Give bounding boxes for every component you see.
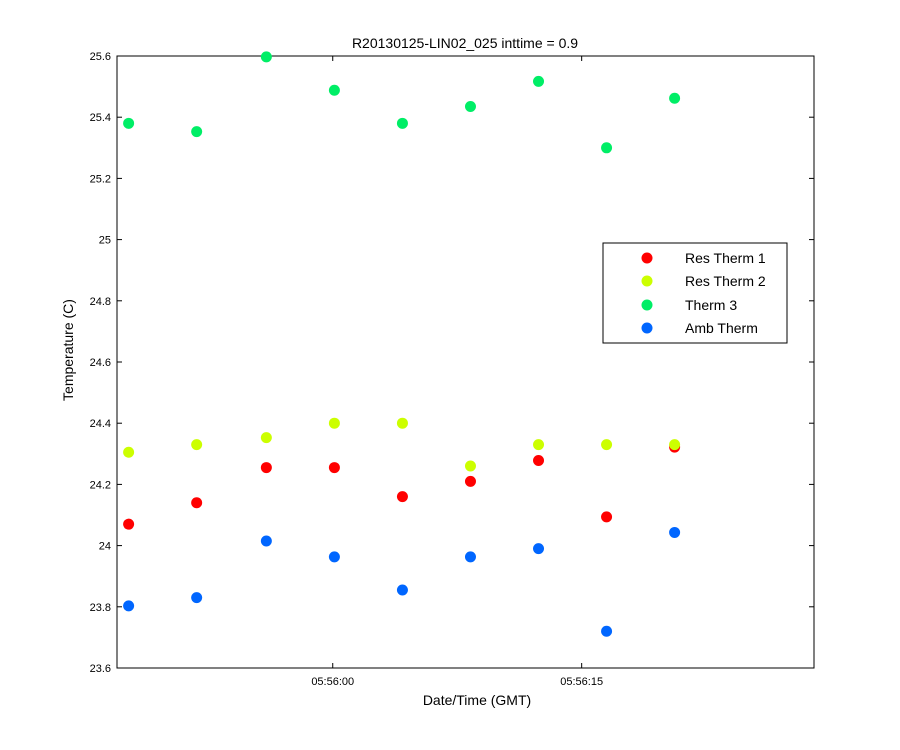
point-res-therm-2 <box>601 439 613 451</box>
y-tick-label: 23.8 <box>90 602 111 614</box>
y-tick-label: 24.8 <box>90 296 111 308</box>
y-tick-label: 25.4 <box>90 112 111 124</box>
legend-label-res-therm-2: Res Therm 2 <box>685 273 766 289</box>
legend-box <box>602 242 788 344</box>
y-tick-label: 24.4 <box>90 418 111 430</box>
x-tick-label: 05:56:15 <box>560 676 603 688</box>
point-therm-3 <box>328 84 340 96</box>
legend-marker-res-therm-2 <box>641 275 653 287</box>
data-points <box>123 51 681 637</box>
y-tick-label: 25.6 <box>90 51 111 63</box>
point-res-therm-2 <box>396 417 408 429</box>
point-res-therm-1 <box>533 455 545 467</box>
point-res-therm-2 <box>191 439 203 451</box>
point-amb-therm <box>601 625 613 637</box>
point-res-therm-2 <box>533 439 545 451</box>
y-tick-label: 23.6 <box>90 663 111 675</box>
x-axis: 05:56:00 05:56:15 <box>311 56 603 688</box>
y-tick-label: 25.2 <box>90 173 111 185</box>
point-res-therm-1 <box>191 497 203 509</box>
point-res-therm-2 <box>123 446 135 458</box>
x-axis-label: Date/Time (GMT) <box>423 692 531 708</box>
legend-marker-amb-therm <box>641 322 653 334</box>
point-amb-therm <box>328 551 340 563</box>
point-res-therm-1 <box>464 475 476 487</box>
legend-label-res-therm-1: Res Therm 1 <box>685 250 766 266</box>
x-tick-label: 05:56:00 <box>311 676 354 688</box>
point-amb-therm <box>123 600 135 612</box>
plot-area <box>116 55 815 669</box>
point-res-therm-1 <box>123 518 135 530</box>
y-axis: 23.6 23.8 24 24.2 24.4 24.6 24.8 25 25.2 25.4 25.6 <box>90 51 814 675</box>
point-amb-therm <box>396 584 408 596</box>
point-res-therm-2 <box>260 432 272 444</box>
point-res-therm-2 <box>464 460 476 472</box>
point-therm-3 <box>396 117 408 129</box>
point-therm-3 <box>260 51 272 63</box>
legend-marker-therm-3 <box>641 299 653 311</box>
point-amb-therm <box>464 551 476 563</box>
legend-label-therm-3: Therm 3 <box>685 297 737 313</box>
legend: Res Therm 1 Res Therm 2 Therm 3 Amb Ther… <box>602 242 788 344</box>
legend-label-amb-therm: Amb Therm <box>685 320 758 336</box>
point-res-therm-2 <box>328 417 340 429</box>
point-therm-3 <box>601 142 613 154</box>
point-amb-therm <box>669 526 681 538</box>
chart-title: R20130125-LIN02_025 inttime = 0.9 <box>352 35 578 51</box>
point-res-therm-1 <box>396 491 408 503</box>
point-res-therm-2 <box>669 439 681 451</box>
point-therm-3 <box>191 126 203 138</box>
point-amb-therm <box>260 535 272 547</box>
point-therm-3 <box>464 100 476 112</box>
point-res-therm-1 <box>601 511 613 523</box>
point-therm-3 <box>123 117 135 129</box>
y-tick-label: 25 <box>99 235 111 247</box>
point-amb-therm <box>191 592 203 604</box>
y-axis-label: Temperature (C) <box>60 299 76 401</box>
point-therm-3 <box>669 92 681 104</box>
point-res-therm-1 <box>328 462 340 474</box>
point-res-therm-1 <box>260 462 272 474</box>
point-therm-3 <box>533 75 545 87</box>
legend-marker-res-therm-1 <box>641 252 653 264</box>
point-amb-therm <box>533 543 545 555</box>
y-tick-label: 24 <box>99 541 111 553</box>
y-tick-label: 24.2 <box>90 479 111 491</box>
y-tick-label: 24.6 <box>90 357 111 369</box>
